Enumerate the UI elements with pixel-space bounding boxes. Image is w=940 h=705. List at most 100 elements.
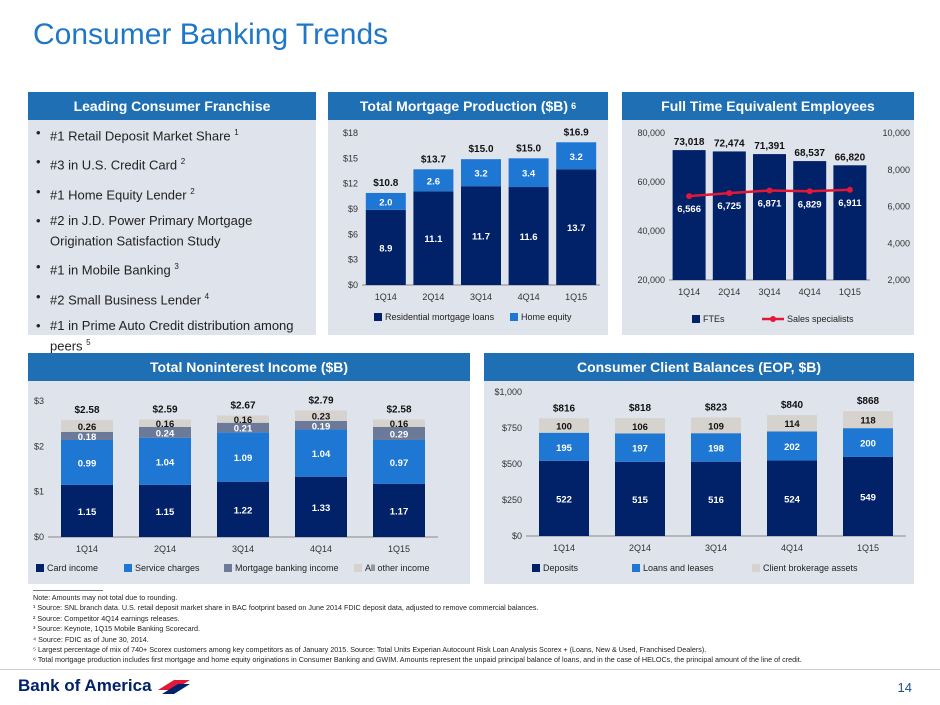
line-point — [846, 186, 853, 193]
data-label: 3.2 — [474, 169, 487, 180]
legend-swatch — [532, 564, 540, 572]
data-label: 0.24 — [156, 428, 175, 439]
bar-segment — [843, 456, 893, 536]
bar-segment — [539, 460, 589, 536]
x-tick-label: 1Q15 — [839, 287, 861, 297]
bar-value-label: 72,474 — [714, 138, 745, 149]
data-label: 0.23 — [312, 412, 331, 423]
data-label: 0.97 — [390, 458, 409, 469]
y-tick-label: 20,000 — [637, 275, 665, 285]
legend-swatch — [632, 564, 640, 572]
data-label: 202 — [784, 442, 800, 453]
bar-segment — [539, 418, 589, 433]
x-tick-label: 3Q14 — [232, 544, 254, 554]
footnote: Note: Amounts may not total due to round… — [33, 593, 178, 602]
bullet-item: #1 Retail Deposit Market Share 1 — [36, 124, 311, 144]
data-label: 0.16 — [390, 419, 409, 430]
y-tick-label: $0 — [348, 280, 358, 290]
y2-tick-label: 4,000 — [887, 238, 910, 248]
data-label: 1.33 — [312, 503, 331, 514]
page-title: Consumer Banking Trends — [33, 18, 389, 51]
total-label: $13.7 — [421, 154, 446, 165]
line-point — [726, 190, 733, 197]
bar — [672, 150, 706, 280]
bullet-item: #2 Small Business Lender 4 — [36, 288, 311, 308]
bar-segment — [295, 420, 347, 430]
data-label: 522 — [556, 494, 572, 505]
data-label: 200 — [860, 439, 876, 450]
line-value-label: 6,829 — [798, 199, 822, 210]
legend-swatch — [374, 313, 382, 321]
data-label: 114 — [784, 419, 800, 430]
data-label: 0.16 — [156, 419, 175, 430]
logo-wordmark: Bank of America — [18, 676, 152, 695]
bullet-item: #3 in U.S. Credit Card 2 — [36, 153, 311, 173]
legend-label: All other income — [365, 563, 430, 573]
y2-tick-label: 10,000 — [882, 128, 910, 138]
data-label: 549 — [860, 492, 876, 503]
total-label: $2.59 — [152, 405, 177, 416]
y-tick-label: $0 — [512, 531, 522, 541]
bar — [833, 165, 867, 280]
legend-swatch — [752, 564, 760, 572]
data-label: 100 — [556, 422, 572, 433]
y-tick-label: $6 — [348, 229, 358, 239]
bar-segment — [843, 428, 893, 457]
data-label: 0.18 — [78, 432, 97, 443]
footnotes: Note: Amounts may not total due to round… — [33, 590, 913, 666]
line-point — [686, 193, 693, 200]
x-tick-label: 2Q14 — [422, 292, 444, 302]
page-number: 14 — [897, 680, 912, 695]
bar-segment — [373, 439, 425, 484]
bar-segment — [767, 431, 817, 461]
y-tick-label: $1,000 — [494, 387, 522, 397]
legend-swatch — [36, 564, 44, 572]
bar-segment — [295, 429, 347, 477]
data-label: 11.7 — [472, 232, 490, 243]
bar-segment — [508, 158, 549, 188]
bar-segment — [615, 433, 665, 462]
bar-segment — [373, 419, 425, 427]
x-tick-label: 1Q14 — [375, 292, 397, 302]
x-tick-label: 4Q14 — [799, 287, 821, 297]
x-tick-label: 1Q15 — [857, 543, 879, 553]
total-label: $16.9 — [564, 127, 589, 138]
x-tick-label: 3Q14 — [705, 543, 727, 553]
x-tick-label: 1Q14 — [553, 543, 575, 553]
y-tick-label: $500 — [502, 459, 522, 469]
legend-label: Loans and leases — [643, 563, 714, 573]
bar-value-label: 66,820 — [835, 152, 866, 163]
legend-label: Service charges — [135, 563, 200, 573]
data-label: 1.17 — [390, 506, 409, 517]
balances-header: Consumer Client Balances (EOP, $B) — [484, 353, 914, 381]
bar-segment — [295, 476, 347, 537]
bar-segment — [691, 461, 741, 536]
y-tick-label: $18 — [343, 128, 358, 138]
bar-segment — [767, 415, 817, 432]
data-label: 0.21 — [234, 424, 253, 435]
bar — [793, 161, 827, 280]
footnote: ¹ Source: SNL branch data. U.S. retail d… — [33, 603, 539, 613]
legend-swatch — [692, 315, 700, 323]
data-label: 195 — [556, 443, 573, 454]
legend-swatch — [124, 564, 132, 572]
data-label: 1.09 — [234, 453, 253, 464]
x-tick-label: 4Q14 — [310, 544, 332, 554]
data-label: 0.29 — [390, 429, 409, 440]
legend-swatch — [510, 313, 518, 321]
y2-tick-label: 2,000 — [887, 275, 910, 285]
y-tick-label: $250 — [502, 495, 522, 505]
footer-divider — [0, 669, 940, 670]
bullet-item: #1 in Mobile Banking 3 — [36, 258, 311, 278]
bar — [753, 154, 786, 280]
line-point — [806, 188, 813, 195]
data-label: 524 — [784, 494, 801, 505]
mortgage-header: Total Mortgage Production ($B) 6 — [328, 92, 608, 120]
total-label: $816 — [553, 403, 576, 414]
data-label: 1.04 — [312, 449, 331, 460]
bar-segment — [691, 433, 741, 462]
bar-segment — [556, 142, 597, 170]
x-tick-label: 1Q14 — [678, 287, 700, 297]
y-tick-label: $3 — [348, 255, 358, 265]
bar-segment — [539, 432, 589, 461]
